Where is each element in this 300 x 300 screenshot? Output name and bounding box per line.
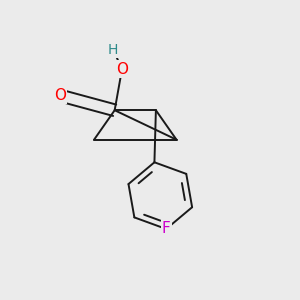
Text: O: O xyxy=(116,61,128,76)
Text: O: O xyxy=(54,88,66,103)
Text: F: F xyxy=(162,221,171,236)
Text: H: H xyxy=(108,43,119,57)
